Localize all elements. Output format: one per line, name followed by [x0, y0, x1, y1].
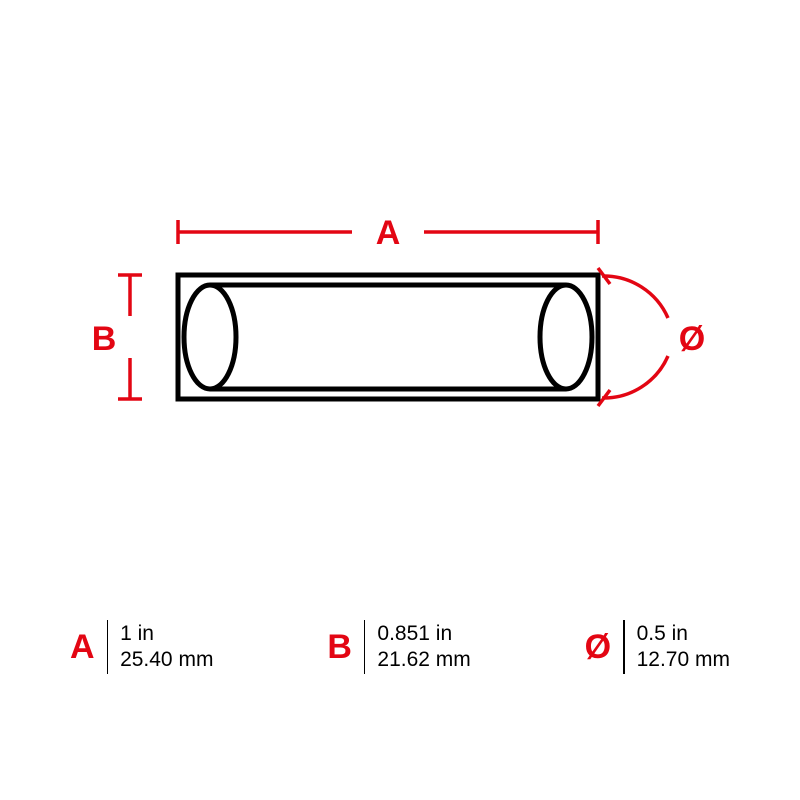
dimension-b: [118, 275, 142, 399]
legend-value-mm: 12.70 mm: [637, 647, 730, 673]
legend-values-b: 0.851 in 21.62 mm: [377, 621, 470, 674]
dimension-b-label: B: [92, 320, 117, 358]
dimension-diagram: A B Ø: [0, 0, 800, 560]
legend-divider: [107, 620, 109, 674]
legend-divider: [623, 620, 625, 674]
legend-item-diameter: Ø 0.5 in 12.70 mm: [585, 620, 730, 674]
dimension-diameter: [598, 268, 668, 406]
legend-item-b: B 0.851 in 21.62 mm: [327, 620, 470, 674]
dimension-diameter-label: Ø: [679, 320, 705, 358]
label-backing-rect: [178, 275, 598, 399]
cylinder-right-cap: [540, 285, 592, 389]
dimension-a-label: A: [376, 214, 401, 252]
legend-value-mm: 25.40 mm: [120, 647, 213, 673]
legend-value-in: 0.5 in: [637, 621, 730, 647]
legend-values-a: 1 in 25.40 mm: [120, 621, 213, 674]
legend-value-mm: 21.62 mm: [377, 647, 470, 673]
legend-item-a: A 1 in 25.40 mm: [70, 620, 213, 674]
legend-letter-b: B: [327, 628, 364, 667]
legend-value-in: 1 in: [120, 621, 213, 647]
legend-value-in: 0.851 in: [377, 621, 470, 647]
cylinder-left-cap: [184, 285, 236, 389]
legend-letter-a: A: [70, 628, 107, 667]
legend-letter-diameter: Ø: [585, 628, 623, 667]
dimension-legend: A 1 in 25.40 mm B 0.851 in 21.62 mm Ø 0.…: [70, 620, 730, 674]
legend-divider: [364, 620, 366, 674]
legend-values-diameter: 0.5 in 12.70 mm: [637, 621, 730, 674]
